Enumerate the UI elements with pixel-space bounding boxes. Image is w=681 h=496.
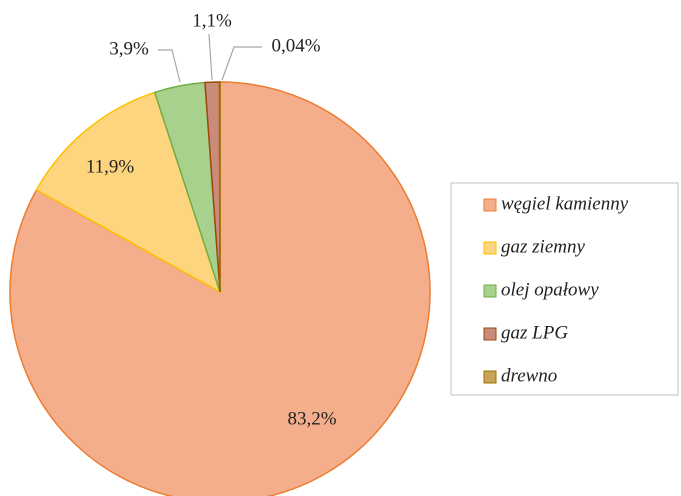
legend-swatch [483,284,497,298]
pie-slice [9,81,431,496]
legend-label: węgiel kamienny [501,193,629,214]
legend-label: gaz ziemny [501,236,585,257]
data-label: 3,9% [109,38,149,59]
legend-swatch [483,241,497,255]
pie-slice [218,81,221,293]
legend-swatch [483,198,497,212]
pie-slice [35,91,222,294]
legend-label: drewno [501,365,557,386]
leader-line [158,49,181,83]
data-label: 1,1% [192,10,232,31]
legend-swatch [483,370,497,384]
legend-label: gaz LPG [501,322,568,343]
data-label: 83,2% [287,408,336,429]
leader-line [221,46,262,81]
data-label: 11,9% [86,156,135,177]
legend-label: olej opałowy [501,279,599,300]
legend-swatch [483,327,497,341]
leader-lines [158,33,262,83]
data-label: 0,04% [271,35,320,56]
leader-line [208,33,213,81]
